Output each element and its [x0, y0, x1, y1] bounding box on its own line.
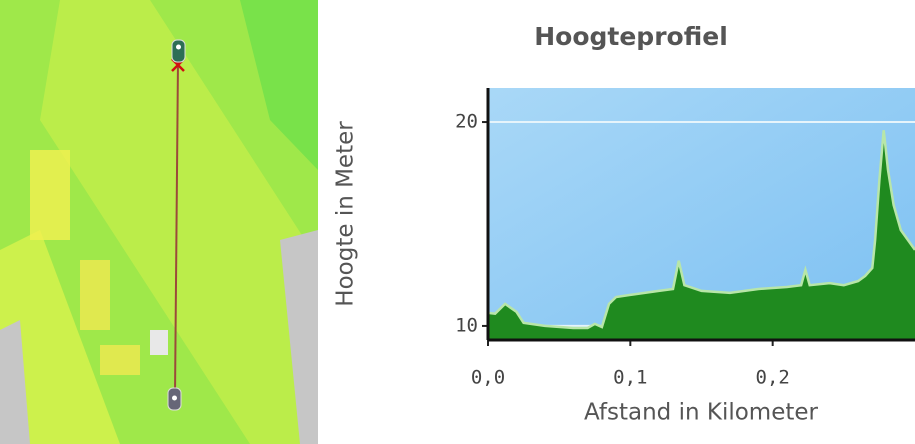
page: {"chart_data": {"type": "area", "title":… [0, 0, 915, 444]
x-axis-label: Afstand in Kilometer [584, 400, 819, 426]
x-tick-label: 0,2 [756, 367, 790, 389]
y-axis-label: Hoogte in Meter [333, 121, 359, 307]
x-tick-label: 0,0 [471, 367, 505, 389]
map[interactable] [0, 0, 318, 444]
screen: Hoogteprofiel Hoogte in Meter Afstand in… [0, 0, 915, 444]
y-tick-label: 20 [455, 111, 478, 133]
x-tick-label: 0,1 [613, 367, 647, 389]
y-tick-label: 10 [455, 314, 478, 336]
chart-title: Hoogteprofiel [534, 22, 728, 51]
